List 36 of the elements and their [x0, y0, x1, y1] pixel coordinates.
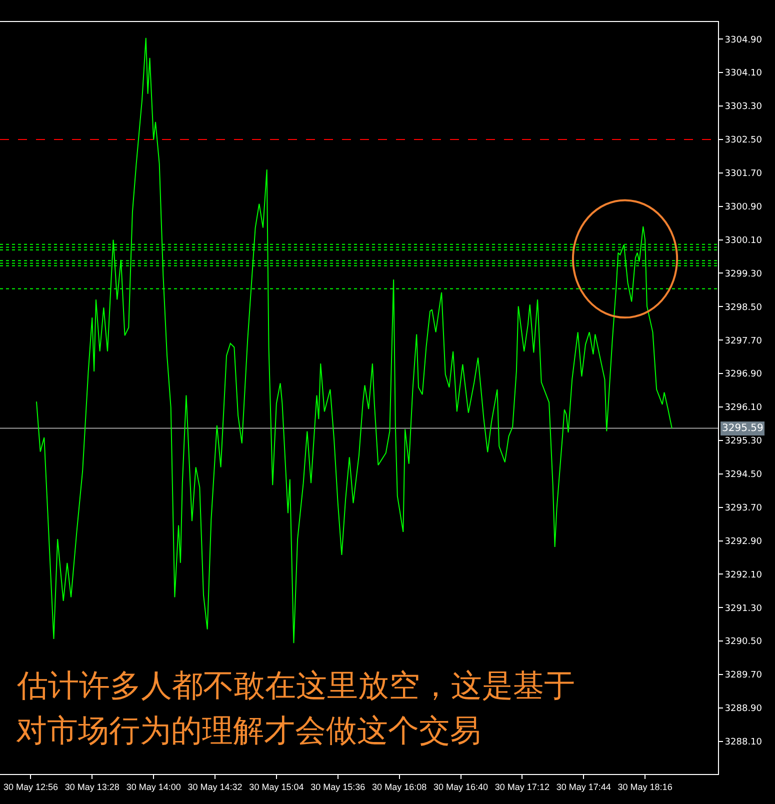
- y-tick-label: 3291.30: [724, 604, 762, 614]
- x-tick-label: 30 May 13:28: [64, 782, 120, 792]
- annotation: 对市场行为的理解才会做这个交易: [16, 713, 481, 749]
- x-tick-label: 30 May 17:12: [494, 782, 550, 792]
- x-tick-label: 30 May 15:36: [310, 782, 366, 792]
- y-tick-label: 3297.70: [724, 336, 762, 346]
- y-tick-label: 3302.50: [724, 136, 762, 146]
- y-tick-label: 3303.30: [724, 102, 762, 112]
- y-tick-label: 3301.70: [724, 169, 762, 180]
- y-tick-label: 3289.70: [724, 670, 762, 681]
- y-tick-label: 3288.90: [724, 704, 762, 714]
- x-tick-label: 30 May 15:04: [249, 782, 304, 792]
- y-tick-label: 3296.90: [724, 370, 762, 380]
- y-tick-label: 3299.30: [724, 269, 762, 280]
- x-tick-label: 30 May 17:44: [556, 782, 611, 792]
- y-tick-label: 3296.10: [724, 403, 762, 414]
- x-tick-label: 30 May 16:08: [372, 782, 427, 792]
- y-tick-label: 3292.10: [724, 570, 762, 580]
- x-tick-label: 30 May 12:56: [3, 782, 58, 792]
- x-tick-label: 30 May 14:00: [126, 782, 181, 792]
- y-tick-label: 3300.90: [724, 202, 762, 212]
- y-tick-label: 3292.90: [724, 536, 762, 547]
- ref-line-label: 3295.59: [722, 423, 764, 434]
- annotation: 估计许多人都不敢在这里放空，这是基于: [16, 668, 575, 704]
- y-tick-label: 3294.50: [724, 470, 762, 480]
- y-tick-label: 3295.30: [724, 436, 762, 447]
- x-tick-label: 30 May 14:32: [188, 782, 242, 792]
- x-tick-label: 30 May 18:16: [618, 782, 672, 792]
- y-tick-label: 3298.50: [724, 302, 762, 313]
- y-tick-label: 3293.70: [724, 503, 762, 514]
- y-tick-label: 3304.90: [724, 35, 762, 46]
- x-tick-label: 30 May 16:40: [433, 782, 488, 792]
- y-tick-label: 3300.10: [724, 236, 762, 246]
- y-tick-label: 3290.50: [724, 637, 762, 648]
- y-tick-label: 3304.10: [724, 68, 762, 79]
- y-tick-label: 3288.10: [724, 738, 762, 748]
